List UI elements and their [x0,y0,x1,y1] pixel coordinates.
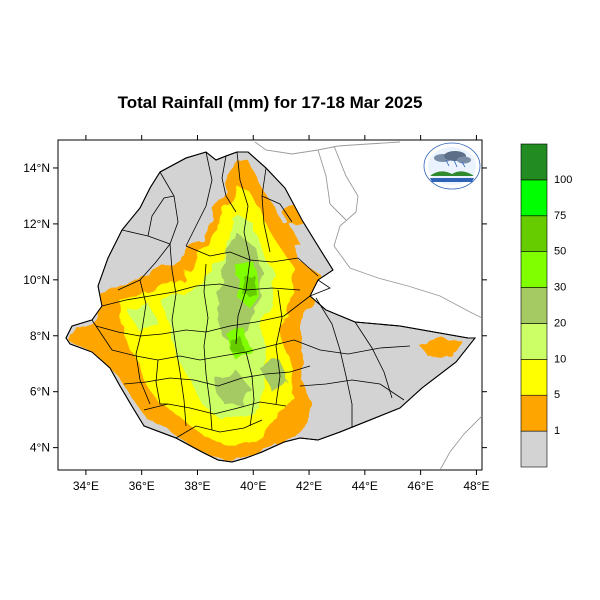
x-tick-label: 44°E [352,479,378,493]
colorbar-swatch [520,430,548,468]
admin-boundaries [91,151,411,439]
x-tick-label: 38°E [184,479,210,493]
colorbar-label: 100 [554,174,572,186]
colorbar-swatch [520,323,548,360]
x-axis: 34°E 36°E 38°E 40°E 42°E 44°E 46°E 48°E [73,135,489,493]
y-tick-label: 4°N [30,441,50,455]
neighbor-borders [254,141,482,470]
ethiopia-outline [65,151,477,463]
colorbar-swatch [520,287,548,324]
colorbar-label: 30 [554,282,566,294]
colorbar-swatch [520,359,548,396]
ethiopian-meteorology-institute-logo [423,142,481,190]
colorbar-legend: 1 5 10 20 30 50 75 100 [520,143,572,468]
map-title: Total Rainfall (mm) for 17-18 Mar 2025 [117,93,423,112]
y-tick-label: 12°N [23,217,50,231]
x-tick-label: 36°E [129,479,155,493]
colorbar-label: 75 [554,210,566,222]
colorbar-label: 10 [554,353,566,365]
colorbar-swatch [520,179,548,217]
y-tick-label: 6°N [30,385,50,399]
x-tick-label: 48°E [463,479,489,493]
colorbar-swatch [520,215,548,252]
colorbar-swatch [520,251,548,288]
x-tick-label: 34°E [73,479,99,493]
y-tick-label: 14°N [23,161,50,175]
colorbar-label: 20 [554,317,566,329]
colorbar-label: 5 [554,389,560,401]
colorbar-label: 1 [554,425,560,437]
colorbar-label: 50 [554,246,566,258]
y-tick-label: 8°N [30,329,50,343]
rainfall-shading [70,160,464,462]
x-tick-label: 40°E [240,479,266,493]
colorbar-swatch [520,143,548,181]
x-tick-label: 42°E [296,479,322,493]
colorbar-swatch [520,394,548,432]
y-axis: 4°N 6°N 8°N 10°N 12°N 14°N [23,161,487,455]
y-tick-label: 10°N [23,273,50,287]
x-tick-label: 46°E [408,479,434,493]
